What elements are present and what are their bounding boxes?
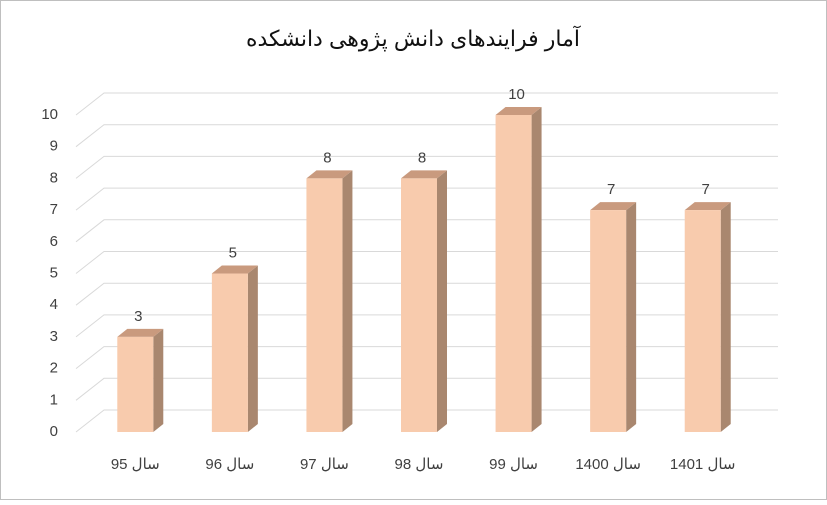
y-tick-label: 3: [50, 328, 58, 345]
bar: [211, 265, 258, 432]
bar-side: [531, 107, 542, 432]
data-label: 3: [134, 308, 142, 325]
x-tick-label: سال 98: [395, 456, 444, 473]
bar-front: [306, 178, 343, 432]
bar: [495, 107, 542, 432]
grid-line: [75, 346, 778, 369]
data-label: 5: [229, 244, 237, 261]
bar: [590, 202, 637, 432]
bar-top: [306, 170, 353, 179]
bar-top: [684, 202, 731, 211]
bar-front: [590, 210, 627, 432]
grid-line: [75, 409, 778, 433]
grid-line: [75, 187, 778, 211]
bar-side: [153, 328, 164, 432]
data-label: 8: [418, 149, 426, 166]
bar-front: [495, 115, 532, 432]
x-tick-label: سال 1401: [670, 456, 736, 473]
bar-front: [117, 336, 154, 432]
bar: [401, 170, 447, 432]
data-label: 7: [607, 181, 615, 198]
bar-front: [211, 273, 248, 432]
bar-side: [626, 202, 637, 432]
bar-side: [247, 265, 258, 432]
grid-line: [75, 251, 778, 274]
y-tick-label: 5: [50, 264, 58, 281]
grid-line: [75, 314, 778, 338]
bar-side: [720, 202, 731, 432]
y-tick-label: 8: [50, 169, 58, 186]
x-tick-label: سال 95: [111, 456, 160, 473]
y-tick-label: 4: [50, 296, 58, 313]
grid-line: [75, 282, 778, 306]
x-tick-label: سال 99: [489, 456, 538, 473]
chart-title: آمار فرایندهای دانش پژوهی دانشکده: [246, 25, 581, 52]
data-label: 10: [508, 86, 525, 103]
y-tick-label: 1: [50, 391, 58, 408]
bar-front: [401, 178, 437, 432]
data-label: 7: [702, 181, 710, 198]
bar-top: [401, 170, 447, 179]
x-tick-label: سال 96: [205, 456, 254, 473]
bar-side: [437, 170, 447, 432]
grid-line: [75, 377, 778, 401]
bar-front: [684, 210, 721, 432]
y-tick-label: 7: [50, 201, 58, 218]
y-tick-label: 9: [50, 138, 58, 155]
bar-top: [495, 107, 542, 115]
y-tick-label: 10: [41, 106, 58, 123]
grid-line: [75, 219, 778, 243]
bar-top: [117, 328, 164, 337]
bar: [306, 170, 353, 432]
grid-line: [75, 124, 778, 148]
x-tick-label: سال 97: [300, 456, 349, 473]
grid-line: [75, 155, 778, 179]
y-tick-label: 2: [50, 360, 58, 377]
grid-line: [75, 92, 778, 116]
bar-top: [590, 202, 637, 211]
bar-top: [211, 265, 258, 274]
x-tick-label: سال 1400: [575, 456, 641, 473]
y-tick-label: 0: [50, 423, 58, 440]
bar: [117, 328, 164, 432]
bar-side: [342, 170, 353, 432]
bar: [684, 202, 731, 432]
data-label: 8: [323, 149, 331, 166]
y-tick-label: 6: [50, 233, 58, 250]
